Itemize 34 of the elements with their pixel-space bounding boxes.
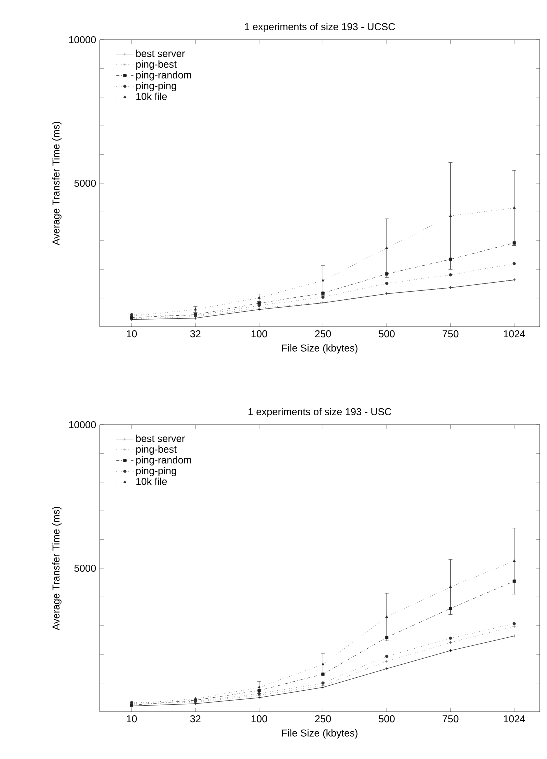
- x-tick-label: 750: [442, 330, 459, 338]
- x-tick-label: 250: [315, 716, 332, 723]
- legend-label: 10k file: [136, 92, 168, 100]
- y-tick-label: 5000: [74, 564, 96, 572]
- chart-title: 1 experiments of size 193 - UCSC: [245, 23, 396, 32]
- y-tick-label: 10000: [69, 36, 96, 44]
- x-tick-label: 250: [315, 330, 332, 338]
- x-tick-label: 10: [127, 716, 138, 723]
- legend-label: ping-ping: [136, 82, 176, 92]
- y-axis-title: Average Transfer Time (ms): [52, 507, 62, 631]
- x-tick-label: 500: [379, 716, 395, 723]
- x-tick-label: 750: [442, 716, 459, 723]
- x-tick-label: 1024: [504, 330, 526, 338]
- x-tick-label: 32: [190, 330, 201, 338]
- x-tick-label: 100: [252, 716, 268, 723]
- x-tick-label: 100: [252, 330, 268, 338]
- x-axis-title: File Size (kbytes): [282, 729, 358, 739]
- y-axis-title: Average Transfer Time (ms): [52, 122, 62, 246]
- y-tick-label: 5000: [74, 180, 96, 188]
- x-tick-label: 500: [379, 330, 395, 338]
- legend-label: ping-best: [136, 446, 177, 455]
- legend-label: ping-random: [136, 456, 192, 466]
- chart-title: 1 experiments of size 193 - USC: [248, 408, 392, 418]
- y-tick-label: 10000: [69, 421, 96, 429]
- x-tick-label: 1024: [504, 716, 526, 723]
- legend-label: best server: [136, 50, 186, 58]
- legend-label: 10k file: [136, 478, 168, 486]
- legend-label: best server: [136, 434, 186, 442]
- legend-label: ping-random: [136, 71, 192, 81]
- legend-label: ping-ping: [136, 467, 176, 476]
- legend-label: ping-best: [136, 60, 177, 70]
- x-tick-label: 32: [190, 716, 201, 723]
- x-tick-label: 10: [127, 330, 138, 338]
- x-axis-title: File Size (kbytes): [282, 344, 358, 354]
